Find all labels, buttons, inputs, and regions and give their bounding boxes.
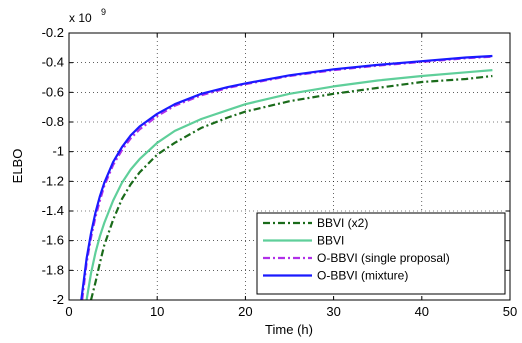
x-tick-label: 0 — [65, 304, 72, 319]
x-tick-label: 40 — [415, 304, 429, 319]
legend-label: O-BBVI (single proposal) — [317, 251, 450, 265]
y-tick-label: -1.6 — [42, 233, 64, 248]
legend-label: O-BBVI (mixture) — [317, 269, 408, 283]
series-line-3 — [80, 54, 493, 300]
y-tick-label: -0.8 — [42, 114, 64, 129]
y-tick-label: -0.4 — [42, 55, 64, 70]
x-tick-label: 30 — [326, 304, 340, 319]
y-tick-label: -2 — [52, 292, 64, 307]
y-scale-exponent: 9 — [101, 7, 106, 17]
legend-label: BBVI (x2) — [317, 216, 368, 230]
y-tick-label: -1.4 — [42, 203, 64, 218]
legend: BBVI (x2) BBVI O-BBVI (single proposal) O-B… — [256, 212, 506, 295]
plot-frame — [68, 32, 511, 301]
legend-box — [256, 212, 506, 295]
y-tick-label: -1.8 — [42, 262, 64, 277]
legend-label: BBVI — [317, 234, 344, 248]
x-axis-label: Time (h) — [265, 322, 313, 337]
y-tick-label: -1.2 — [42, 173, 64, 188]
y-scale-base: x 10 — [69, 11, 92, 25]
x-tick-label: 50 — [503, 304, 517, 319]
y-tick-label: -1 — [52, 144, 64, 159]
y-scale-note: x 10 9 — [69, 7, 106, 25]
y-tick-label: -0.2 — [42, 25, 64, 40]
series-line-0 — [89, 74, 493, 300]
y-axis-label: ELBO — [10, 149, 25, 184]
series-line-1 — [85, 69, 493, 300]
series-layer — [80, 54, 493, 300]
x-tick-label: 10 — [150, 304, 164, 319]
x-tick-label: 20 — [238, 304, 252, 319]
tick-layer: 0 10 20 30 40 50 -2 -1.8 -1.6 -1.4 -1.2 -1 -0.8 -0.6 -… — [42, 25, 518, 319]
y-tick-label: -0.6 — [42, 84, 64, 99]
series-line-2 — [81, 55, 493, 300]
